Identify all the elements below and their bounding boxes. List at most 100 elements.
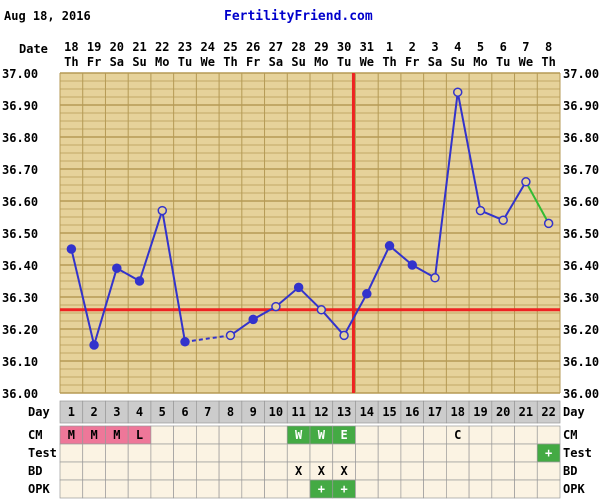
day-cell-value: 1 [68, 405, 75, 419]
bd-cell [173, 461, 197, 481]
temp-point-open [339, 330, 349, 341]
opk-cell [536, 479, 561, 499]
bd-cell [127, 461, 152, 481]
opk-cell [218, 479, 243, 499]
temp-point [293, 282, 304, 293]
opk-cell [400, 479, 424, 499]
cm-cell [400, 425, 424, 445]
opk-cell [355, 479, 379, 499]
day-cell-value: 20 [496, 405, 510, 419]
cm-cell [241, 425, 265, 445]
day-cell-value: 9 [250, 405, 257, 419]
weekday-label: Th [64, 55, 78, 69]
cm-cell-value: E [340, 428, 347, 442]
cm-cell [196, 425, 220, 445]
date-row-label: Date [19, 42, 48, 56]
day-cell-value: 14 [360, 405, 374, 419]
temp-point-open [271, 301, 281, 312]
day-cell-value: 6 [181, 405, 188, 419]
bd-cell [514, 461, 538, 481]
temp-segment [502, 181, 527, 221]
day-row-label-right: Day [563, 405, 585, 419]
test-cell [173, 443, 197, 463]
temp-segment-dashed [184, 334, 231, 343]
cm-cell-value: M [90, 428, 97, 442]
chart-date: Aug 18, 2016 [4, 9, 91, 23]
bd-cell [491, 461, 515, 481]
opk-cell-value: + [340, 482, 347, 496]
site-name[interactable]: FertilityFriend.com [224, 9, 373, 24]
test-cell-value: + [545, 446, 552, 460]
date-label: 18 [64, 40, 78, 54]
opk-cell [59, 479, 84, 499]
day-cell-value: 18 [451, 405, 465, 419]
weekday-label: Su [451, 55, 465, 69]
y-tick-label: 36.80 [2, 131, 38, 145]
temp-point [384, 241, 395, 251]
date-label: 3 [431, 40, 438, 54]
day-cell-value: 4 [136, 405, 143, 419]
date-label: 25 [223, 40, 237, 54]
y-tick-label: 36.10 [563, 355, 599, 369]
temp-segment [70, 248, 96, 346]
temp-segment [456, 92, 482, 211]
weekday-label: Sa [428, 55, 442, 69]
y-tick-label: 36.10 [2, 355, 38, 369]
weekday-label: Su [291, 55, 305, 69]
cm-cell [491, 425, 515, 445]
weekday-label: Mo [314, 55, 328, 69]
date-label: 28 [291, 40, 305, 54]
temp-point-open [452, 87, 463, 97]
opk-row-label-left: OPK [28, 482, 50, 496]
bd-cell [218, 461, 243, 481]
temp-point [112, 263, 122, 273]
cm-cell [536, 425, 561, 445]
day-cell-value: 3 [113, 405, 120, 419]
y-tick-label: 36.40 [563, 259, 599, 273]
weekday-label: Su [132, 55, 146, 69]
temp-point [180, 337, 190, 347]
temp-point-open [498, 215, 508, 225]
opk-cell [196, 479, 220, 499]
date-label: 23 [178, 40, 192, 54]
opk-cell [173, 479, 197, 499]
temp-point [407, 260, 418, 270]
cm-cell [377, 425, 402, 445]
day-cell-value: 22 [541, 405, 555, 419]
opk-cell [468, 479, 493, 499]
test-cell [400, 443, 424, 463]
day-cell-value: 8 [227, 405, 234, 419]
weekday-label: Fr [87, 55, 101, 69]
temp-point-open [157, 205, 168, 216]
temp-point-open [475, 205, 486, 216]
cm-cell [468, 425, 493, 445]
temp-point-open [430, 273, 440, 283]
date-label: 4 [454, 40, 461, 54]
test-cell [377, 443, 402, 463]
cm-cell [150, 425, 174, 445]
opk-cell-value: + [318, 482, 325, 496]
temp-segment [93, 267, 118, 346]
y-tick-label: 36.50 [2, 227, 38, 241]
date-label: 5 [477, 40, 484, 54]
y-tick-label: 36.00 [2, 387, 38, 401]
weekday-label: Sa [269, 55, 283, 69]
cm-cell [173, 425, 197, 445]
test-cell [241, 443, 265, 463]
weekday-label: We [360, 55, 374, 69]
cm-cell-value: M [113, 428, 120, 442]
temp-segment [138, 210, 164, 282]
opk-cell [241, 479, 265, 499]
day-cell-value: 7 [204, 405, 211, 419]
weekday-label: Tu [496, 55, 510, 69]
temp-segment [297, 286, 323, 311]
temp-point-open [543, 218, 554, 229]
day-row-label-left: Day [28, 405, 50, 419]
cm-cell-value: W [318, 428, 326, 442]
test-cell [423, 443, 447, 463]
opk-cell [377, 479, 402, 499]
weekday-label: Mo [473, 55, 487, 69]
date-label: 1 [386, 40, 393, 54]
bd-cell [264, 461, 288, 481]
